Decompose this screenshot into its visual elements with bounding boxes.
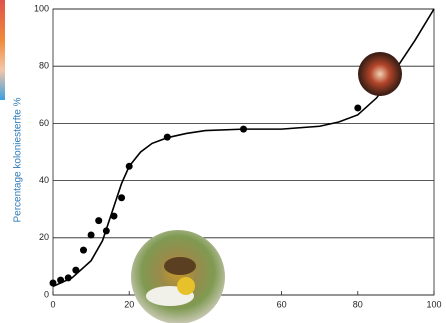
plot-area: 020406080100020406080100 <box>34 3 442 309</box>
y-tick-label: 20 <box>39 232 49 242</box>
data-point <box>240 126 247 133</box>
data-point <box>103 227 110 234</box>
x-tick-label: 20 <box>124 299 134 309</box>
plot-frame <box>53 9 434 295</box>
x-tick-label: 80 <box>353 299 363 309</box>
data-point <box>57 277 64 284</box>
data-point <box>65 274 72 281</box>
data-point <box>80 247 87 254</box>
y-axis-label: Percentage koloniesterfte % <box>13 97 24 222</box>
x-tick-label: 100 <box>426 299 441 309</box>
chart: 020406080100020406080100 Percentage kolo… <box>0 0 446 323</box>
y-tick-label: 40 <box>39 175 49 185</box>
y-tick-label: 80 <box>39 61 49 71</box>
data-point <box>126 163 133 170</box>
x-tick-label: 0 <box>50 299 55 309</box>
data-point <box>50 279 57 286</box>
y-tick-label: 100 <box>34 3 49 13</box>
data-point <box>118 194 125 201</box>
x-tick-label: 60 <box>277 299 287 309</box>
y-tick-label: 60 <box>39 118 49 128</box>
data-point <box>354 104 361 111</box>
data-point <box>95 217 102 224</box>
fit-line <box>53 9 434 286</box>
data-point <box>72 267 79 274</box>
mite-photo <box>358 52 402 96</box>
y-tick-label: 0 <box>44 289 49 299</box>
data-point <box>88 231 95 238</box>
bee-photo <box>131 230 225 323</box>
data-point <box>164 134 171 141</box>
data-point <box>110 213 117 220</box>
decor-strip <box>0 0 5 100</box>
